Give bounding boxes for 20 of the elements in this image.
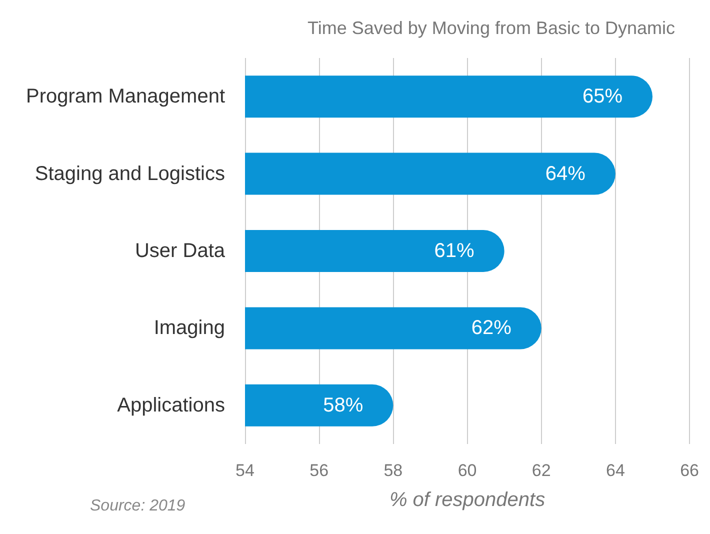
x-tick-label: 66 [680, 461, 700, 480]
y-tick-label: Imaging [154, 317, 225, 340]
y-tick-label: Staging and Logistics [34, 162, 225, 185]
x-tick-label: 56 [310, 461, 329, 480]
source-note: Source: 2019 [90, 498, 186, 514]
y-tick-label: User Data [134, 240, 226, 262]
x-tick-label: 54 [236, 461, 254, 480]
chart-title: Time Saved by Moving from Basic to Dynamic [308, 18, 675, 38]
y-tick-label: Applications [117, 394, 225, 416]
y-tick-label: Program Management [26, 86, 226, 108]
x-tick-label: 62 [532, 461, 551, 480]
data-label: 61% [434, 240, 475, 262]
x-tick-label: 58 [384, 461, 403, 480]
x-tick-label: 60 [458, 461, 477, 480]
data-label: 64% [545, 162, 586, 185]
data-label: 62% [471, 317, 512, 340]
data-label: 58% [323, 394, 364, 416]
x-axis-title: % of respondents [389, 489, 546, 511]
x-tick-label: 64 [606, 461, 625, 480]
data-label: 65% [582, 86, 623, 108]
